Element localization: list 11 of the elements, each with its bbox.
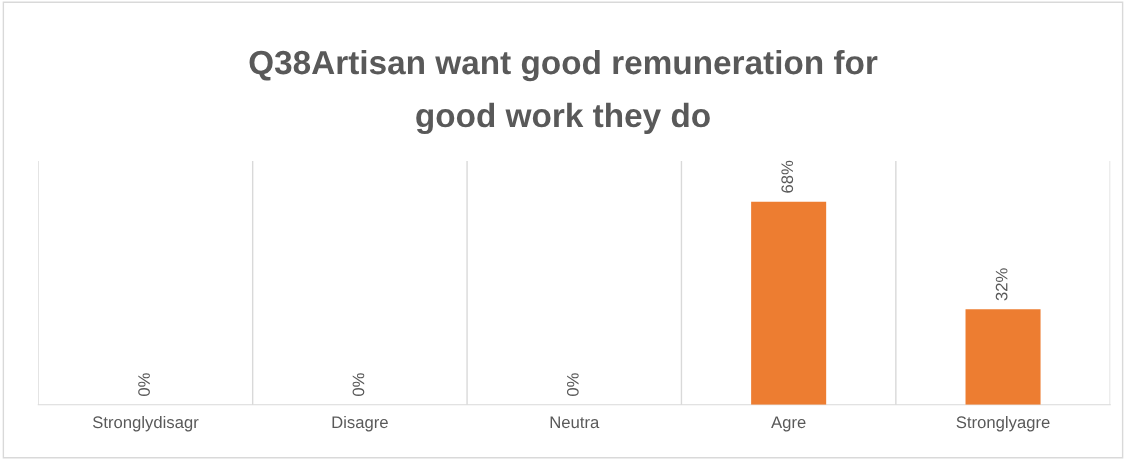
data-label: 0% (566, 373, 579, 397)
x-tick-label: Neutra (550, 416, 600, 429)
data-label: 0% (352, 373, 365, 397)
data-label: 0% (138, 373, 150, 397)
x-tick-label: Stronglydisagr (92, 415, 199, 432)
data-label: 32% (995, 268, 1008, 301)
chart-title: Q38Artisan want good remuneration for good work they do (249, 49, 878, 135)
data-label: 68% (781, 160, 794, 193)
x-tick-label: Agre (771, 416, 806, 432)
x-tick-label: Stronglyagre (956, 415, 1050, 432)
x-tick-label: Disagre (332, 415, 388, 432)
